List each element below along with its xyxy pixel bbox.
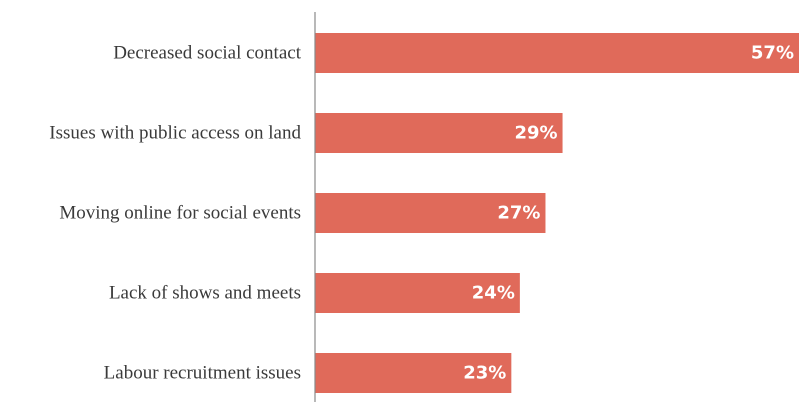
value-label-1: 57% [751,43,794,64]
value-label-4: 24% [472,283,515,304]
bar-1 [315,33,799,73]
category-label-4: Lack of shows and meets [109,283,301,304]
value-labels-group: 57% 29% 27% 24% 23% [463,43,794,384]
category-label-3: Moving online for social events [59,203,301,224]
category-label-1: Decreased social contact [113,43,302,64]
value-label-2: 29% [514,123,557,144]
bar-3 [315,193,546,233]
bar-4 [315,273,520,313]
bars-group [315,33,799,393]
category-labels-group: Decreased social contact Issues with publ… [49,43,301,384]
bar-5 [315,353,512,393]
category-label-5: Labour recruitment issues [104,363,301,384]
bar-2 [315,113,563,153]
category-label-2: Issues with public access on land [49,123,301,144]
value-label-5: 23% [463,363,506,384]
value-label-3: 27% [497,203,540,224]
